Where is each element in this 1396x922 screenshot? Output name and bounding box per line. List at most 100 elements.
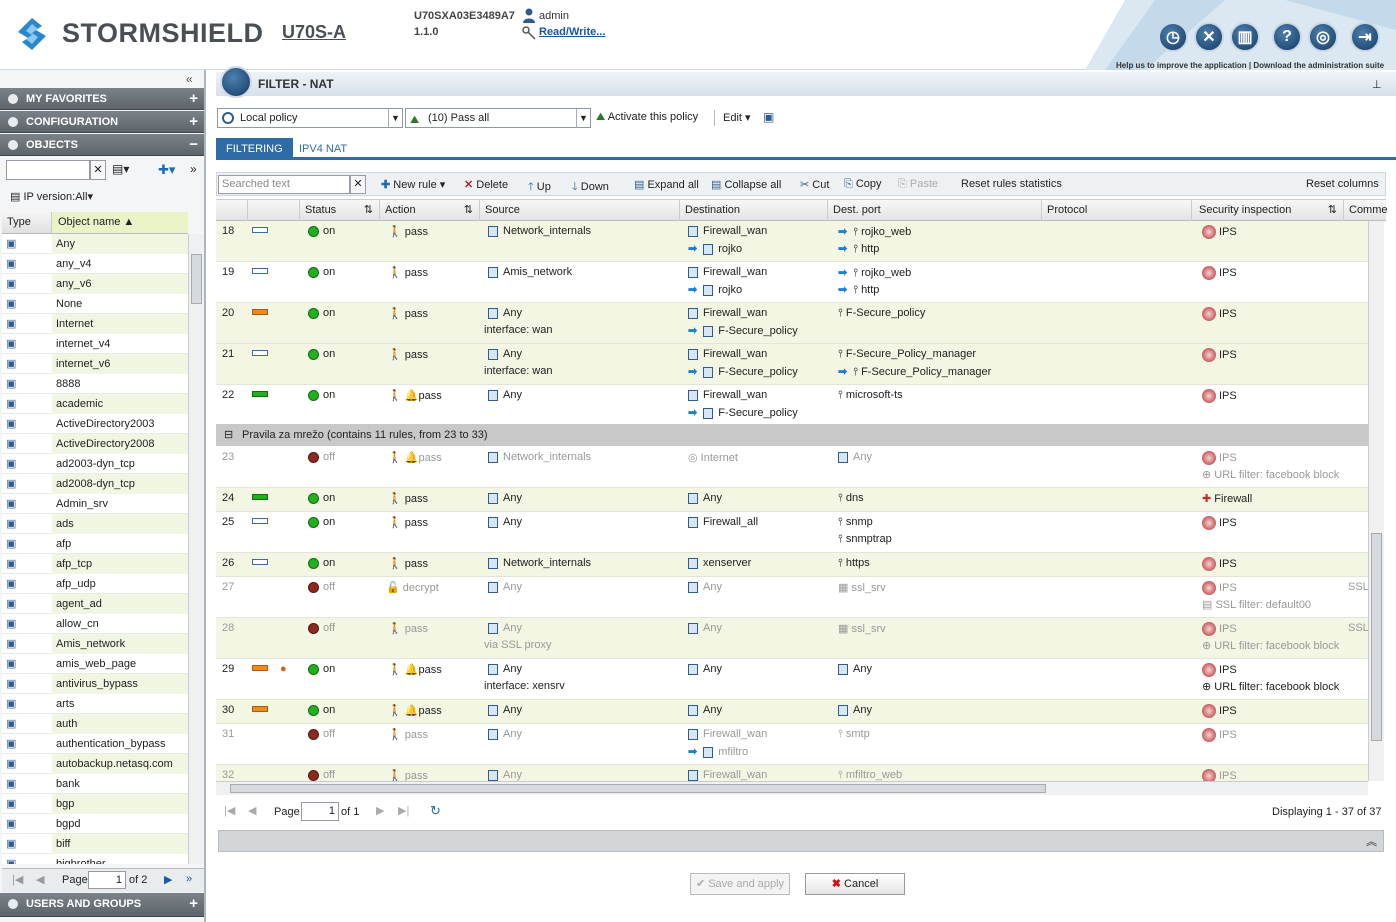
rule-row[interactable]: 27 off 🔓 decrypt Any Any ▦ ssl_srv IPS ▤… xyxy=(216,577,1368,618)
activate-policy-button[interactable]: ⛰ Activate this policy xyxy=(596,111,698,124)
rules-vertical-scrollbar[interactable] xyxy=(1368,221,1384,781)
action-cell[interactable]: 🚶 pass xyxy=(388,226,429,238)
col-destination-header[interactable]: Destination xyxy=(680,200,828,221)
source-cell[interactable]: Any xyxy=(488,307,522,319)
port-nat[interactable]: ➡ ⫯ http xyxy=(838,284,880,296)
port-cell[interactable]: Any xyxy=(838,451,872,463)
object-row[interactable]: ▣ auth xyxy=(2,713,188,734)
prev-page-icon[interactable]: ◀ xyxy=(248,805,257,817)
expand-all-button[interactable]: ▤ Expand all xyxy=(634,178,699,191)
object-row[interactable]: ▣ internet_v6 xyxy=(2,353,188,374)
source-cell[interactable]: Any xyxy=(488,389,522,401)
object-row[interactable]: ▣ amis_web_page xyxy=(2,654,188,674)
port-cell[interactable]: ⫯ microsoft-ts xyxy=(838,389,903,401)
chevron-down-icon[interactable]: ▼ xyxy=(388,109,402,127)
help-link[interactable]: Help us to improve the application xyxy=(1116,61,1247,70)
object-row[interactable]: ▣ authentication_bypass xyxy=(2,734,188,754)
objects-search-input[interactable] xyxy=(6,160,90,180)
download-link[interactable]: Download the administration suite xyxy=(1253,61,1385,70)
cancel-button[interactable]: ✖ Cancel xyxy=(805,873,905,895)
status-cell[interactable]: on xyxy=(308,389,335,401)
source-cell[interactable]: Any xyxy=(488,348,522,360)
object-row[interactable]: ▣ arts xyxy=(2,694,188,714)
rule-row[interactable]: 18 on 🚶 pass Network_internals Firewall_… xyxy=(216,221,1368,262)
collapse-all-button[interactable]: ▤ Collapse all xyxy=(711,178,781,191)
reset-stats-button[interactable]: Reset rules statistics xyxy=(961,178,1062,190)
more-icon[interactable]: » xyxy=(190,162,197,176)
tab-ipv4-nat[interactable]: IPV4 NAT xyxy=(299,143,348,155)
delete-button[interactable]: ✕ Delete xyxy=(464,178,508,191)
status-cell[interactable]: off xyxy=(308,451,335,463)
object-row[interactable]: ▣ ActiveDirectory2008 xyxy=(2,433,188,454)
security-cell[interactable]: IPS xyxy=(1202,307,1237,321)
destination-cell[interactable]: Firewall_wan xyxy=(688,348,767,360)
cut-button[interactable]: ✂ Cut xyxy=(800,178,829,191)
destination-nat[interactable]: ➡ F-Secure_policy xyxy=(688,325,798,337)
destination-cell[interactable]: Firewall_wan xyxy=(688,225,767,237)
col-tag-header[interactable] xyxy=(248,200,300,221)
sort-icon[interactable]: ⇅ xyxy=(463,204,473,216)
objects-section[interactable]: OBJECTS − xyxy=(0,134,204,156)
action-cell[interactable]: 🚶 pass xyxy=(388,308,429,320)
configuration-section[interactable]: CONFIGURATION + xyxy=(0,111,204,133)
status-cell[interactable]: on xyxy=(308,348,335,360)
last-page-icon[interactable]: ▶| xyxy=(398,805,410,817)
source-cell[interactable]: Amis_network xyxy=(488,266,572,278)
refresh-icon[interactable]: ↻ xyxy=(430,803,441,818)
object-row[interactable]: ▣ ads xyxy=(2,513,188,534)
policy-select[interactable]: Local policy ▼ xyxy=(217,108,403,128)
object-row[interactable]: ▣ autobackup.netasq.com xyxy=(2,753,188,774)
security-cell[interactable]: IPS xyxy=(1202,266,1237,280)
rule-row[interactable]: 19 on 🚶 pass Amis_network Firewall_wan ➡… xyxy=(216,262,1368,303)
url-filter[interactable]: ⊕ URL filter: facebook block xyxy=(1202,469,1340,481)
status-cell[interactable]: on xyxy=(308,266,335,278)
rule-separator[interactable]: ⊟ Pravila za mrežo (contains 11 rules, fr… xyxy=(216,424,1368,446)
object-row[interactable]: ▣ Any xyxy=(2,234,188,254)
object-row[interactable]: ▣ allow_cn xyxy=(2,614,188,634)
object-row[interactable]: ▣ ActiveDirectory2003 xyxy=(2,414,188,434)
destination-cell[interactable]: Firewall_wan xyxy=(688,307,767,319)
col-status-header[interactable]: Status ⇅ xyxy=(300,200,380,221)
network-icon[interactable]: ◎ xyxy=(1308,22,1338,52)
destination-cell[interactable]: Firewall_wan xyxy=(688,266,767,278)
security-cell[interactable]: IPS xyxy=(1202,348,1237,362)
rule-row[interactable]: 21 on 🚶 pass Any interface: wan Firewall… xyxy=(216,344,1368,385)
up-button[interactable]: 🡑 Up xyxy=(528,178,551,197)
objects-scrollbar[interactable] xyxy=(188,234,204,864)
source-cell[interactable]: Network_internals xyxy=(488,225,591,237)
rule-row[interactable]: 30 on 🚶 🔔pass Any Any Any IPS xyxy=(216,700,1368,724)
page-input[interactable]: 1 xyxy=(301,802,339,821)
down-button[interactable]: 🡓 Down xyxy=(572,178,609,197)
add-object-icon[interactable]: ✚▾ xyxy=(158,162,176,177)
object-row[interactable]: ▣ afp xyxy=(2,534,188,554)
object-row[interactable]: ▣ antivirus_bypass xyxy=(2,673,188,694)
expand-icon[interactable]: + xyxy=(189,113,198,130)
object-row[interactable]: ▣ afp_udp xyxy=(2,574,188,594)
last-page-icon[interactable]: » xyxy=(186,873,193,885)
chevron-down-icon[interactable]: ▼ xyxy=(576,109,590,127)
collapse-icon[interactable]: − xyxy=(189,136,198,153)
edit-menu-button[interactable]: Edit ▾ xyxy=(723,112,751,124)
port-nat[interactable]: ➡ ⫯ http xyxy=(838,243,880,255)
object-row[interactable]: ▣ any_v6 xyxy=(2,273,188,294)
object-row[interactable]: ▣ bgpd xyxy=(2,814,188,834)
next-page-icon[interactable]: ▶ xyxy=(164,874,173,886)
logout-icon[interactable]: ⇥ xyxy=(1350,22,1380,52)
object-row[interactable]: ▣ afp_tcp xyxy=(2,553,188,574)
port-cell[interactable]: ⫯ F-Secure_Policy_manager xyxy=(838,348,977,360)
rule-row[interactable]: 32 off 🚶 pass Any Firewall_wan ⫯ mfiltro… xyxy=(216,765,1368,781)
destination-nat[interactable]: ➡ rojko xyxy=(688,243,743,255)
access-link[interactable]: Read/Write... xyxy=(539,26,606,38)
ip-version-filter[interactable]: ▤ IP version:All▾ xyxy=(10,191,93,203)
rule-row[interactable]: 24 on 🚶 pass Any Any ⫯ dns ✚ Firewall xyxy=(216,488,1368,512)
copy-button[interactable]: ⎘ Copy xyxy=(844,178,882,191)
object-row[interactable]: ▣ bigbrother xyxy=(2,854,188,865)
port-cell[interactable]: ➡ ⫯ rojko_web xyxy=(838,267,912,279)
next-page-icon[interactable]: ▶ xyxy=(376,805,385,817)
object-row[interactable]: ▣ biff xyxy=(2,833,188,854)
rule-row[interactable]: 29 ● on 🚶 🔔pass Any interface: xensrv An… xyxy=(216,659,1368,700)
slot-select[interactable]: ⛰ (10) Pass all ▼ xyxy=(405,108,591,128)
page-input[interactable]: 1 xyxy=(88,871,126,889)
rule-row[interactable]: 20 on 🚶 pass Any interface: wan Firewall… xyxy=(216,303,1368,344)
tools-icon[interactable]: ✕ xyxy=(1194,22,1224,52)
